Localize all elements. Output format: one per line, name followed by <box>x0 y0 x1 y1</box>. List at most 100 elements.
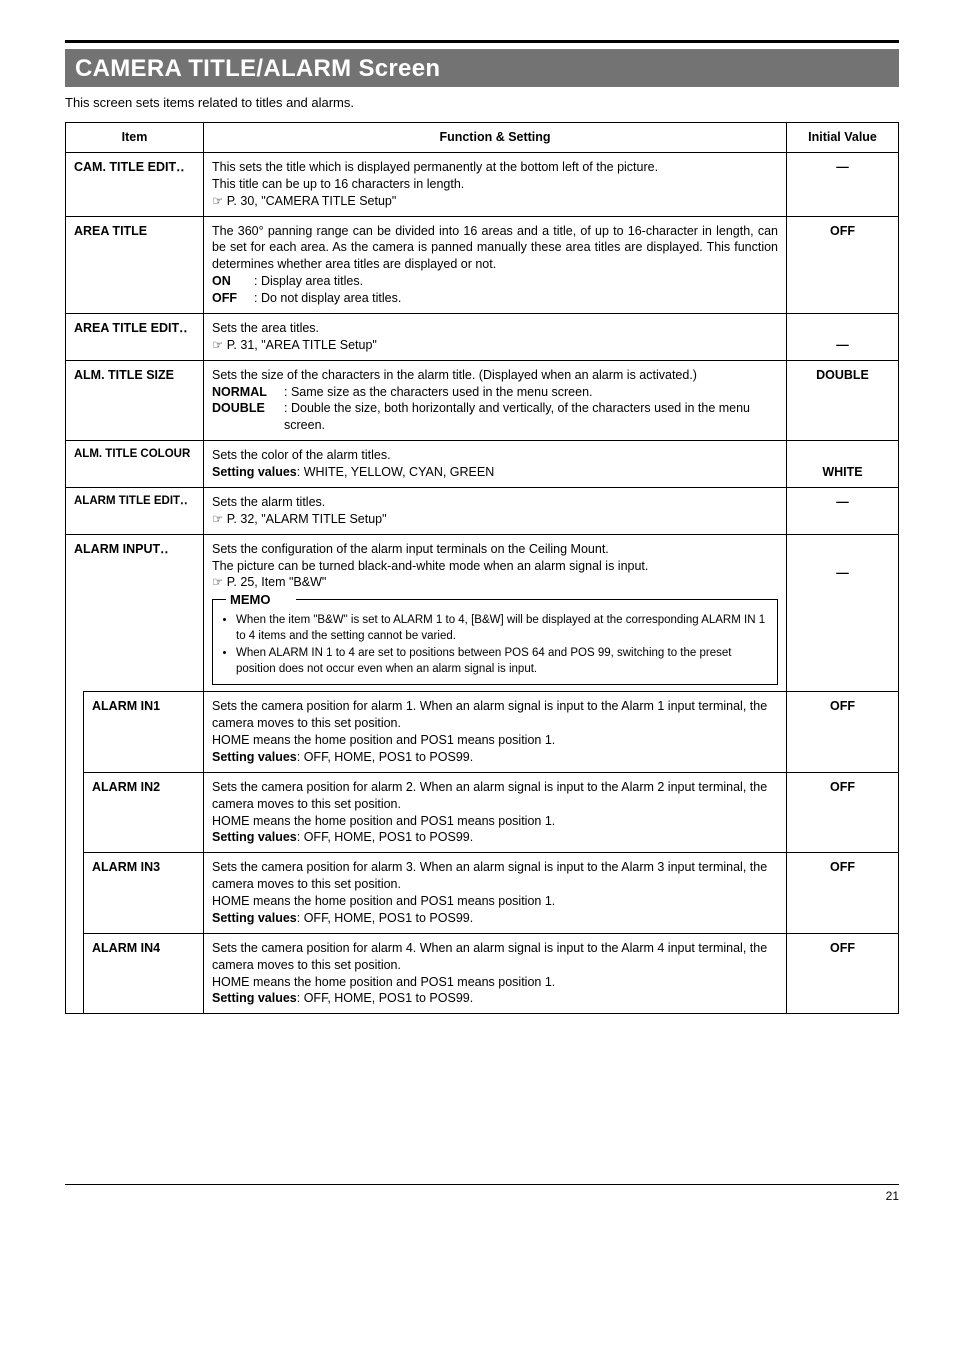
item-cam-title-edit: CAM. TITLE EDIT <box>66 152 204 216</box>
indent-cell <box>66 772 84 853</box>
body-text: Sets the camera position for alarm 4. Wh… <box>212 940 778 974</box>
item-alm-title-colour: ALM. TITLE COLOUR <box>66 441 204 488</box>
body-text: HOME means the home position and POS1 me… <box>212 893 778 910</box>
item-alm-title-size: ALM. TITLE SIZE <box>66 360 204 441</box>
dots-icon <box>180 495 186 507</box>
bottom-rule <box>65 1184 899 1185</box>
th-item: Item <box>66 123 204 153</box>
body-text: This sets the title which is displayed p… <box>212 159 778 176</box>
item-alarm-input: ALARM INPUT <box>66 534 204 692</box>
initial-value: — <box>787 534 899 692</box>
memo-label: MEMO <box>230 591 270 609</box>
memo-item: When ALARM IN 1 to 4 are set to position… <box>236 646 768 677</box>
indent-cell <box>66 933 84 1014</box>
initial-value: — <box>787 313 899 360</box>
initial-value: OFF <box>787 853 899 934</box>
body-text: Sets the size of the characters in the a… <box>212 367 778 384</box>
option-label: DOUBLE <box>212 400 284 417</box>
func-cell: Sets the size of the characters in the a… <box>204 360 787 441</box>
body-text: Sets the camera position for alarm 1. Wh… <box>212 698 778 732</box>
body-text: The 360° panning range can be divided in… <box>212 223 778 274</box>
sv-label: Setting values <box>212 991 297 1005</box>
top-rule <box>65 40 899 43</box>
func-cell: This sets the title which is displayed p… <box>204 152 787 216</box>
xref-text: ☞ P. 31, "AREA TITLE Setup" <box>212 337 778 354</box>
body-text: Sets the camera position for alarm 2. Wh… <box>212 779 778 813</box>
option-normal: NORMAL: Same size as the characters used… <box>212 384 778 401</box>
sv-text: : OFF, HOME, POS1 to POS99. <box>297 911 473 925</box>
body-text: HOME means the home position and POS1 me… <box>212 813 778 830</box>
setting-values: Setting values: OFF, HOME, POS1 to POS99… <box>212 829 778 846</box>
table-row: ALARM INPUT Sets the configuration of th… <box>66 534 899 692</box>
sv-label: Setting values <box>212 911 297 925</box>
table-row: CAM. TITLE EDIT This sets the title whic… <box>66 152 899 216</box>
body-text: This title can be up to 16 characters in… <box>212 176 778 193</box>
func-cell: Sets the color of the alarm titles. Sett… <box>204 441 787 488</box>
table-row: AREA TITLE The 360° panning range can be… <box>66 216 899 313</box>
body-text: Sets the camera position for alarm 3. Wh… <box>212 859 778 893</box>
item-alarm-in3: ALARM IN3 <box>84 853 204 934</box>
item-label: ALARM TITLE EDIT <box>74 495 180 507</box>
page-number: 21 <box>65 1189 899 1203</box>
indent-cell <box>66 692 84 773</box>
item-area-title: AREA TITLE <box>66 216 204 313</box>
table-row: AREA TITLE EDIT Sets the area titles. ☞ … <box>66 313 899 360</box>
option-label: ON <box>212 273 254 290</box>
sv-text: : OFF, HOME, POS1 to POS99. <box>297 991 473 1005</box>
option-text: : Same size as the characters used in th… <box>284 385 593 399</box>
sv-label: Setting values <box>212 465 297 479</box>
initial-value: OFF <box>787 933 899 1014</box>
body-text: HOME means the home position and POS1 me… <box>212 732 778 749</box>
setting-values: Setting values: OFF, HOME, POS1 to POS99… <box>212 749 778 766</box>
item-area-title-edit: AREA TITLE EDIT <box>66 313 204 360</box>
setting-values: Setting values: WHITE, YELLOW, CYAN, GRE… <box>212 464 778 481</box>
initial-value: OFF <box>787 692 899 773</box>
item-label: AREA TITLE EDIT <box>74 321 179 335</box>
memo-item: When the item "B&W" is set to ALARM 1 to… <box>236 613 768 644</box>
func-cell: Sets the camera position for alarm 1. Wh… <box>204 692 787 773</box>
item-label: ALARM INPUT <box>74 542 160 556</box>
th-val: Initial Value <box>787 123 899 153</box>
settings-table: Item Function & Setting Initial Value CA… <box>65 122 899 1014</box>
item-alarm-in1: ALARM IN1 <box>84 692 204 773</box>
initial-value: — <box>787 152 899 216</box>
option-on: ON: Display area titles. <box>212 273 778 290</box>
sv-text: : WHITE, YELLOW, CYAN, GREEN <box>297 465 495 479</box>
sv-text: : OFF, HOME, POS1 to POS99. <box>297 830 473 844</box>
body-text: Sets the color of the alarm titles. <box>212 447 778 464</box>
func-cell: Sets the area titles. ☞ P. 31, "AREA TIT… <box>204 313 787 360</box>
func-cell: Sets the camera position for alarm 4. Wh… <box>204 933 787 1014</box>
table-row: ALARM TITLE EDIT Sets the alarm titles. … <box>66 487 899 534</box>
initial-value: WHITE <box>787 441 899 488</box>
body-text: HOME means the home position and POS1 me… <box>212 974 778 991</box>
option-label: OFF <box>212 290 254 307</box>
indent-cell <box>66 853 84 934</box>
table-row: ALARM IN4 Sets the camera position for a… <box>66 933 899 1014</box>
sv-label: Setting values <box>212 830 297 844</box>
table-row: ALM. TITLE COLOUR Sets the color of the … <box>66 441 899 488</box>
section-heading: CAMERA TITLE/ALARM Screen <box>65 49 899 87</box>
item-alarm-in4: ALARM IN4 <box>84 933 204 1014</box>
section-heading-text: CAMERA TITLE/ALARM Screen <box>75 55 440 82</box>
func-cell: Sets the alarm titles. ☞ P. 32, "ALARM T… <box>204 487 787 534</box>
initial-value: OFF <box>787 216 899 313</box>
setting-values: Setting values: OFF, HOME, POS1 to POS99… <box>212 990 778 1007</box>
func-cell: Sets the configuration of the alarm inpu… <box>204 534 787 692</box>
option-text: : Do not display area titles. <box>254 291 401 305</box>
table-header-row: Item Function & Setting Initial Value <box>66 123 899 153</box>
table-row: ALM. TITLE SIZE Sets the size of the cha… <box>66 360 899 441</box>
xref-text: ☞ P. 25, Item "B&W" <box>212 574 778 591</box>
sv-text: : OFF, HOME, POS1 to POS99. <box>297 750 473 764</box>
table-row: ALARM IN3 Sets the camera position for a… <box>66 853 899 934</box>
table-row: ALARM IN2 Sets the camera position for a… <box>66 772 899 853</box>
table-row: ALARM IN1 Sets the camera position for a… <box>66 692 899 773</box>
item-alarm-title-edit: ALARM TITLE EDIT <box>66 487 204 534</box>
intro-text: This screen sets items related to titles… <box>65 95 899 110</box>
xref-text: ☞ P. 30, "CAMERA TITLE Setup" <box>212 193 778 210</box>
dots-icon <box>179 321 185 335</box>
option-double: DOUBLE: Double the size, both horizontal… <box>212 400 778 434</box>
body-text: Sets the area titles. <box>212 320 778 337</box>
sv-label: Setting values <box>212 750 297 764</box>
page-container: CAMERA TITLE/ALARM Screen This screen se… <box>0 0 954 1258</box>
memo-list: When the item "B&W" is set to ALARM 1 to… <box>222 613 768 677</box>
